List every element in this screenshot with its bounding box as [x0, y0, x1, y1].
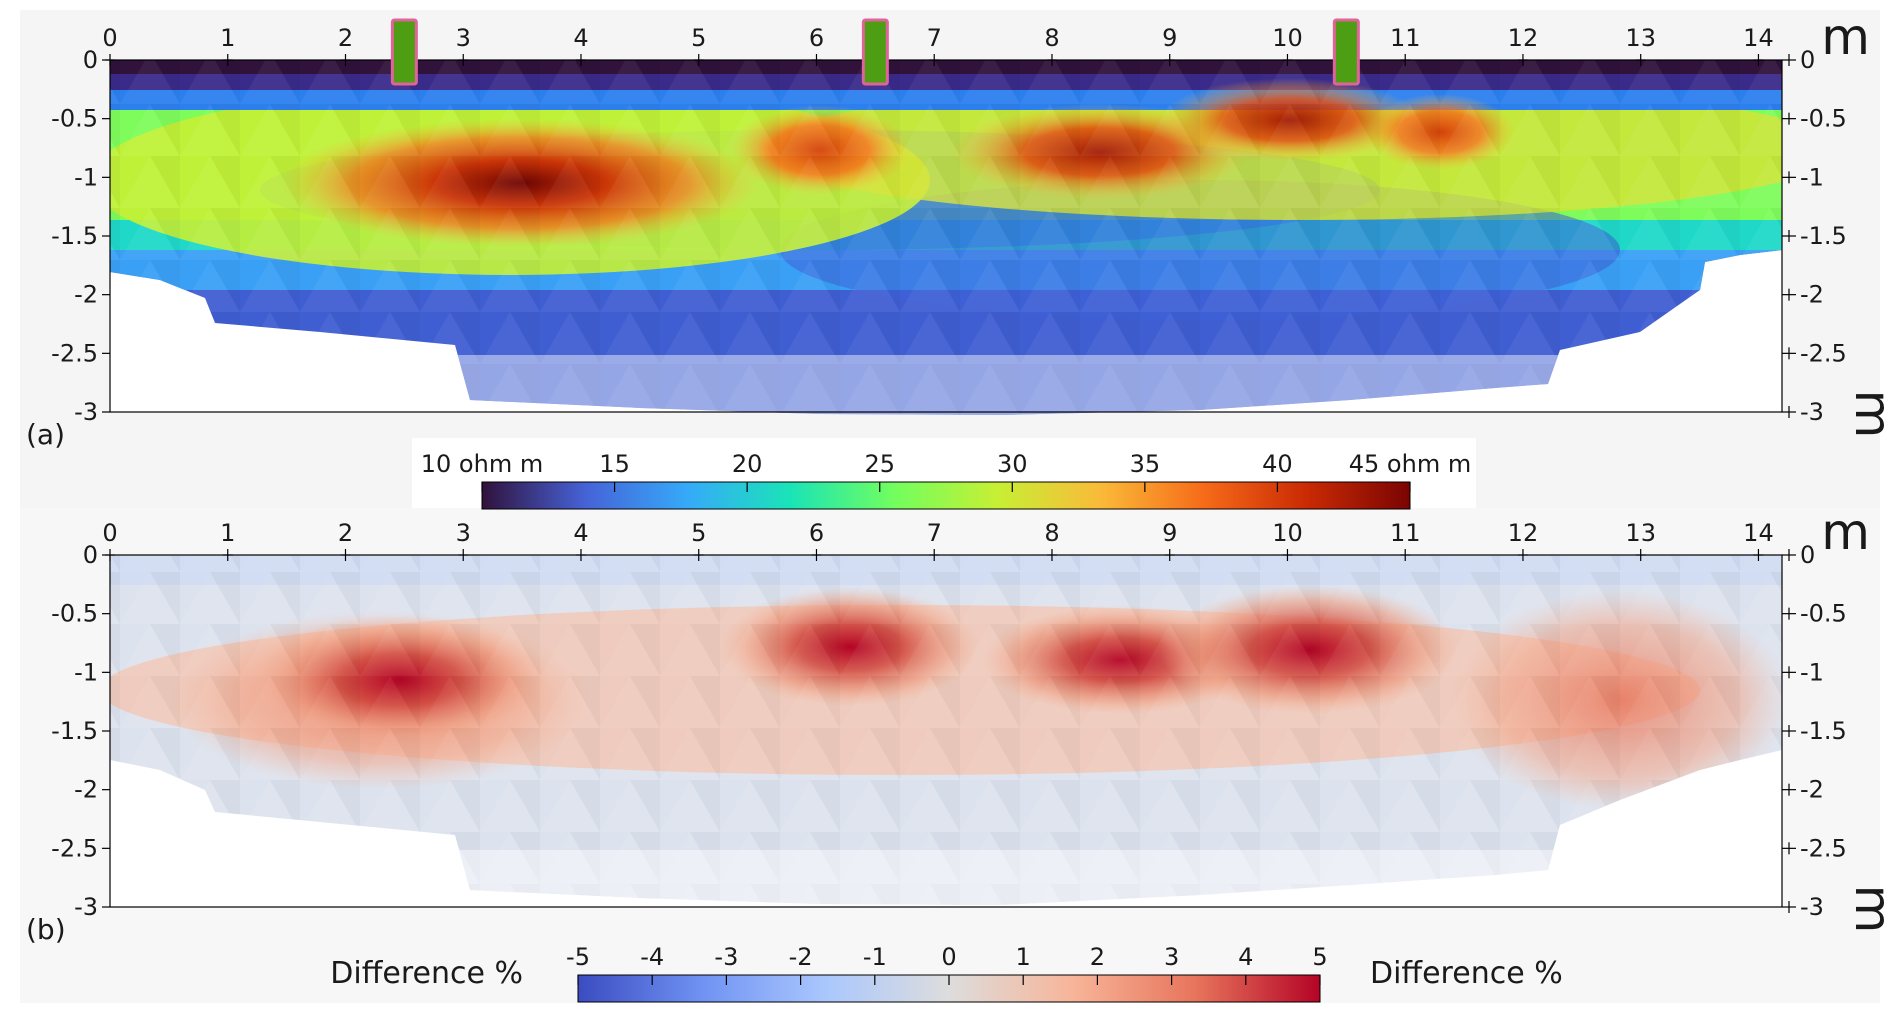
- x-tick-label-a: 4: [573, 24, 588, 52]
- y-tick-label-right-a: -2: [1800, 281, 1824, 309]
- x-tick-label-b: 10: [1272, 519, 1303, 547]
- y-tick-label-right-a: -2.5: [1800, 339, 1847, 367]
- colorbar-tick-label-b: 4: [1238, 943, 1253, 971]
- x-tick-label-a: 12: [1508, 24, 1539, 52]
- colorbar-tick-label-b: 3: [1164, 943, 1179, 971]
- y-tick-label-right-b: -0.5: [1800, 600, 1847, 628]
- y-tick-label-right-a: -1.5: [1800, 222, 1847, 250]
- y-tick-label-left-b: 0: [83, 541, 98, 569]
- colorbar-tick-label-a: 45 ohm m: [1349, 450, 1471, 478]
- panel-label-a: (a): [26, 418, 65, 451]
- label-layer: 0 1 2 3 4 5 6 7 8 9 10 11 12 13 140 0-0.5 -0.5-1 -1-1.5 -1…: [26, 8, 1892, 991]
- x-unit-label-a: m: [1821, 8, 1870, 66]
- y-tick-label-left-b: -1.5: [51, 717, 98, 745]
- y-tick-label-right-a: -3: [1800, 398, 1824, 426]
- colorbar-tick-label-b: -4: [640, 943, 664, 971]
- colorbar-tick-label-b: 1: [1016, 943, 1031, 971]
- x-tick-label-b: 13: [1625, 519, 1656, 547]
- y-tick-label-right-b: -2.5: [1800, 834, 1847, 862]
- x-tick-label-a: 10: [1272, 24, 1303, 52]
- colorbar-tick-label-b: -5: [566, 943, 590, 971]
- y-tick-label-left-a: -1: [74, 163, 98, 191]
- y-tick-label-left-b: -0.5: [51, 600, 98, 628]
- y-tick-label-right-b: -2: [1800, 776, 1824, 804]
- y-tick-label-right-a: -0.5: [1800, 105, 1847, 133]
- y-tick-label-left-a: 0: [83, 46, 98, 74]
- y-tick-label-left-b: -3: [74, 893, 98, 921]
- x-tick-label-a: 9: [1162, 24, 1177, 52]
- colorbar-tick-label-a: 40: [1262, 450, 1293, 478]
- x-tick-label-b: 5: [691, 519, 706, 547]
- x-tick-label-b: 1: [220, 519, 235, 547]
- y-tick-label-left-b: -1: [74, 658, 98, 686]
- electrode-marker: [1332, 18, 1360, 86]
- resistivity-field: [110, 60, 1782, 415]
- x-tick-label-b: 12: [1508, 519, 1539, 547]
- y-tick-label-right-a: 0: [1800, 46, 1815, 74]
- x-tick-label-a: 7: [927, 24, 942, 52]
- x-tick-label-b: 11: [1390, 519, 1421, 547]
- y-tick-label-right-b: 0: [1800, 541, 1815, 569]
- colorbar-tick-label-b: 0: [941, 943, 956, 971]
- colorbar-tick-label-a: 20: [732, 450, 763, 478]
- x-tick-label-b: 9: [1162, 519, 1177, 547]
- colorbar-tick-label-a: 15: [599, 450, 630, 478]
- y-unit-label-a: m: [1844, 390, 1892, 439]
- x-tick-label-a: 3: [456, 24, 471, 52]
- y-tick-label-left-a: -0.5: [51, 105, 98, 133]
- y-tick-label-right-b: -3: [1800, 893, 1824, 921]
- axes-layer: [102, 54, 1796, 913]
- colorbar-label-left: Difference %: [330, 956, 523, 991]
- colorbar-tick-label-a: 25: [864, 450, 895, 478]
- x-tick-label-b: 14: [1743, 519, 1774, 547]
- electrode-marker: [861, 18, 889, 86]
- colorbar-tick-label-b: -2: [789, 943, 813, 971]
- y-tick-label-right-a: -1: [1800, 163, 1824, 191]
- x-tick-label-b: 2: [338, 519, 353, 547]
- x-tick-label-b: 6: [809, 519, 824, 547]
- x-tick-label-a: 14: [1743, 24, 1774, 52]
- electrode-marker: [390, 18, 418, 86]
- colorbar-tick-label-b: -1: [863, 943, 887, 971]
- x-tick-label-a: 1: [220, 24, 235, 52]
- x-tick-label-a: 6: [809, 24, 824, 52]
- y-tick-label-left-b: -2.5: [51, 834, 98, 862]
- x-tick-label-b: 3: [456, 519, 471, 547]
- x-tick-label-b: 7: [927, 519, 942, 547]
- x-tick-label-b: 8: [1044, 519, 1059, 547]
- x-unit-label-b: m: [1821, 503, 1870, 561]
- colorbar-tick-label-b: 5: [1312, 943, 1327, 971]
- x-tick-label-a: 11: [1390, 24, 1421, 52]
- colorbar-tick-label-b: 2: [1090, 943, 1105, 971]
- x-tick-label-a: 5: [691, 24, 706, 52]
- x-tick-label-a: 13: [1625, 24, 1656, 52]
- x-tick-label-a: 0: [102, 24, 117, 52]
- y-tick-label-left-a: -2.5: [51, 339, 98, 367]
- x-tick-label-a: 2: [338, 24, 353, 52]
- colorbar-tick-label-a: 35: [1130, 450, 1161, 478]
- electrode-layer: [390, 18, 1360, 86]
- y-tick-label-right-b: -1: [1800, 658, 1824, 686]
- y-tick-label-left-b: -2: [74, 776, 98, 804]
- colorbar-label-right: Difference %: [1370, 956, 1563, 991]
- colorbar-tick-label-b: -3: [714, 943, 738, 971]
- x-tick-label-b: 4: [573, 519, 588, 547]
- colorbar-a: [481, 481, 1411, 510]
- y-tick-label-right-b: -1.5: [1800, 717, 1847, 745]
- x-tick-label-b: 0: [102, 519, 117, 547]
- colorbar-tick-label-a: 10 ohm m: [421, 450, 543, 478]
- colorbar-tick-label-a: 30: [997, 450, 1028, 478]
- y-tick-label-left-a: -1.5: [51, 222, 98, 250]
- y-tick-label-left-a: -2: [74, 281, 98, 309]
- x-tick-label-a: 8: [1044, 24, 1059, 52]
- y-unit-label-b: m: [1844, 885, 1892, 934]
- panel-label-b: (b): [26, 913, 66, 946]
- y-tick-label-left-a: -3: [74, 398, 98, 426]
